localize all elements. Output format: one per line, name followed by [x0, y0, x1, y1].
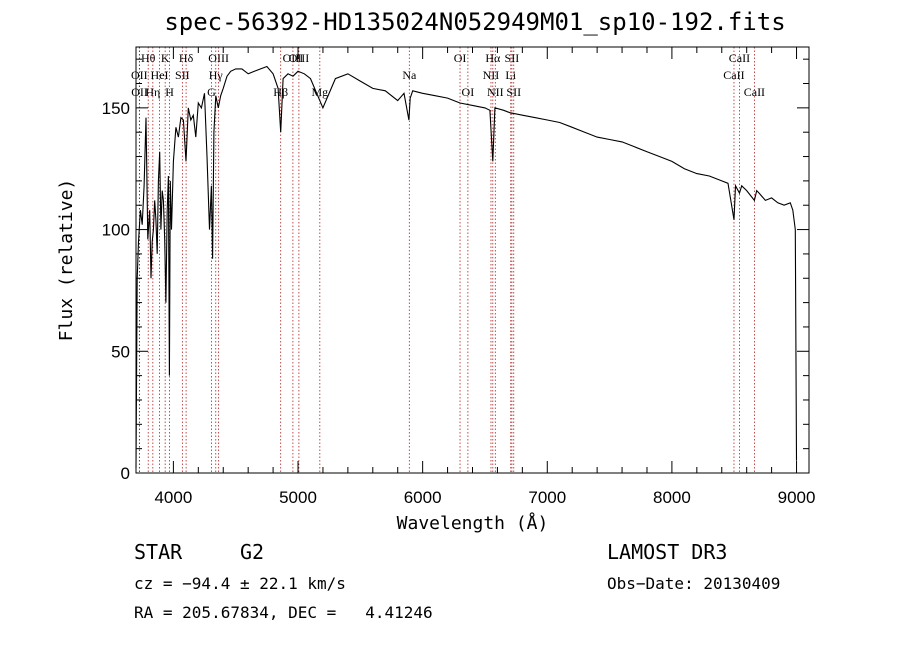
marker-label-4: HeI	[151, 68, 169, 82]
marker-label-6: H	[165, 85, 174, 99]
marker-label-10: G	[207, 85, 216, 99]
x-tick-label: 8000	[653, 488, 691, 507]
marker-label-2: Hθ	[141, 51, 156, 65]
observation-date: Obs−Date: 20130409	[607, 574, 781, 593]
marker-label-18: OI	[462, 85, 475, 99]
marker-label-24: SII	[506, 85, 521, 99]
survey-name: LAMOST DR3	[607, 540, 728, 564]
y-tick-label: 100	[102, 221, 130, 240]
spectral-line-labels: OIIOIIHθHηHeIKHSIIHδHγGOIIIHβOIIIOIIIMgN…	[131, 51, 765, 99]
spectral-line-markers	[138, 47, 755, 473]
redshift-cz: cz = −94.4 ± 22.1 km/s	[134, 574, 346, 593]
marker-label-22: Li	[505, 68, 516, 82]
marker-label-0: OII	[131, 68, 148, 82]
marker-label-17: OI	[454, 51, 467, 65]
marker-label-21: NII	[487, 85, 504, 99]
plot-frame	[135, 46, 810, 474]
marker-label-1: OII	[131, 85, 148, 99]
x-tick-label: 5000	[279, 488, 317, 507]
x-tick-label: 9000	[778, 488, 816, 507]
x-axis-label: Wavelength (Å)	[397, 512, 549, 534]
y-tick-label: 0	[121, 464, 130, 483]
marker-label-12: Hβ	[273, 85, 288, 99]
marker-label-7: SII	[175, 68, 190, 82]
marker-label-11: OIII	[208, 51, 229, 65]
marker-label-25: CaII	[723, 68, 744, 82]
x-axis-ticks: 4000 5000 6000 7000 8000 9000	[154, 47, 815, 507]
marker-label-9: Hγ	[209, 68, 224, 82]
marker-label-23: SII	[505, 51, 520, 65]
marker-label-15: Mg	[311, 85, 328, 99]
marker-label-8: Hδ	[179, 51, 194, 65]
marker-label-14: OIII	[289, 51, 310, 65]
y-axis-ticks: 0 50 100 150	[102, 58, 809, 483]
marker-label-19: NII	[483, 68, 500, 82]
marker-label-5: K	[161, 51, 170, 65]
marker-label-3: Hη	[145, 85, 160, 99]
marker-label-20: Hα	[485, 51, 501, 65]
chart-title: spec-56392-HD135024N052949M01_sp10-192.f…	[164, 8, 786, 36]
object-subclass: G2	[240, 540, 265, 564]
y-tick-label: 150	[102, 99, 130, 118]
flux-series-line	[135, 65, 798, 469]
marker-label-16: Na	[402, 68, 417, 82]
x-tick-label: 6000	[404, 488, 442, 507]
x-tick-label: 7000	[528, 488, 566, 507]
y-axis-label: Flux (relative)	[56, 179, 77, 342]
marker-label-27: CaII	[744, 85, 765, 99]
marker-label-26: CaII	[729, 51, 750, 65]
coordinates: RA = 205.67834, DEC = 4.41246	[134, 603, 433, 622]
x-tick-label: 4000	[154, 488, 192, 507]
object-class: STAR	[134, 540, 183, 564]
y-tick-label: 50	[111, 342, 130, 361]
